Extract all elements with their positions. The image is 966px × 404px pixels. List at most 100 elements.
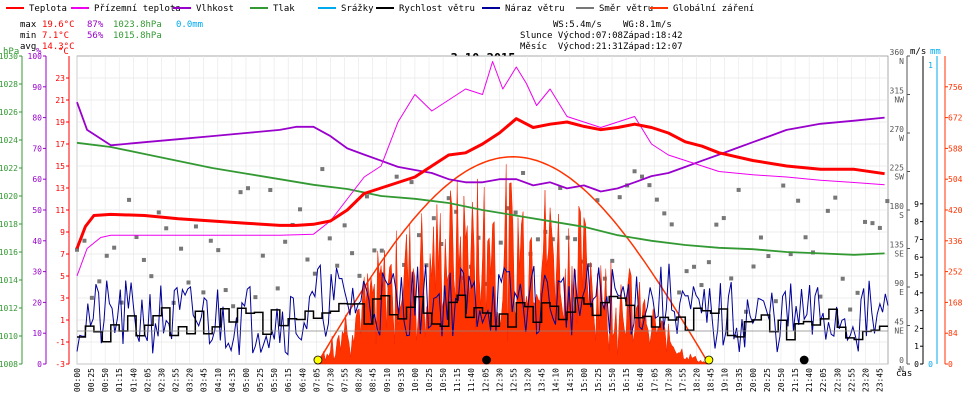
x-tick-label-24: 10:00: [411, 368, 420, 392]
tick-label-wm2-8: 672: [948, 114, 963, 123]
sun-moon-block: WS:5.4m/s WG:8.1m/s Slunce Východ:07:08 …: [520, 20, 683, 52]
x-tick-label-54: 22:30: [833, 368, 842, 392]
wind-direction-point: [245, 186, 250, 191]
wind-direction-point: [877, 225, 882, 230]
x-tick-label-20: 08:20: [355, 368, 364, 392]
axis-unit-mm: mm: [930, 47, 941, 57]
x-tick-label-30: 12:30: [495, 368, 504, 392]
tick-label-ms-7: 7: [914, 235, 919, 244]
wind-direction-point: [669, 222, 674, 227]
wind-direction-point: [141, 257, 146, 262]
tick-label-dirname-1: NE: [894, 327, 904, 336]
x-tick-label-23: 09:35: [397, 368, 406, 392]
wind-direction-point: [357, 273, 362, 278]
x-tick-label-14: 05:50: [270, 368, 279, 392]
tick-label-mm-0: 0: [928, 360, 933, 369]
wind-direction-point: [677, 290, 682, 295]
axis-unit-temp: °C: [58, 47, 69, 57]
x-tick-label-37: 15:25: [594, 368, 603, 392]
wind-direction-point: [431, 216, 436, 221]
wind-direction-point: [268, 188, 273, 193]
wind-direction-point: [602, 276, 607, 281]
ws-value: WS:5.4m/s: [553, 20, 602, 30]
x-tick-label-42: 17:30: [664, 368, 673, 392]
x-tick-label-6: 02:30: [157, 368, 166, 392]
x-tick-label-28: 11:40: [467, 368, 476, 392]
tick-label-dirname-8: N: [899, 57, 904, 66]
x-tick-label-16: 06:40: [298, 368, 307, 392]
wind-direction-point: [327, 236, 332, 241]
wind-direction-point: [439, 241, 444, 246]
tick-label-wm2-5: 420: [948, 206, 963, 215]
x-tick-label-12: 05:00: [242, 368, 251, 392]
wind-direction-point: [335, 263, 340, 268]
wind-direction-point: [216, 248, 221, 253]
wind-direction-point: [706, 260, 711, 265]
wind-direction-point: [639, 174, 644, 179]
x-tick-label-48: 20:00: [749, 368, 758, 392]
wind-direction-point: [803, 235, 808, 240]
wind-direction-point: [714, 222, 719, 227]
tick-label-hpa-4: 1016: [0, 248, 18, 257]
stats-min-press: 1015.8hPa: [113, 31, 162, 41]
tick-label-mm-1: 1: [928, 61, 933, 70]
tick-label-temp-8: 13: [55, 184, 65, 193]
stats-avg-label: avg: [20, 42, 36, 52]
wind-direction-point: [587, 263, 592, 268]
tick-label-wm2-1: 84: [948, 329, 958, 338]
stats-min-hum: 56%: [87, 31, 104, 41]
tick-label-hpa-10: 1028: [0, 80, 18, 89]
wind-direction-point: [513, 210, 518, 215]
tick-label-temp-6: 9: [60, 228, 65, 237]
axis-unit-pct: %: [36, 47, 42, 57]
wind-direction-point: [818, 294, 823, 299]
tick-label-wm2-6: 504: [948, 175, 963, 184]
tick-label-pct-2: 20: [32, 298, 42, 307]
x-tick-label-53: 22:05: [819, 368, 828, 392]
wind-direction-point: [870, 221, 875, 226]
humidity-line: [76, 101, 885, 193]
stats-min-label: min: [20, 31, 36, 41]
legend-label-4: Srážky: [341, 4, 374, 14]
tick-label-wm2-4: 336: [948, 237, 963, 246]
stats-max-hum: 87%: [87, 20, 104, 30]
wind-direction-point: [885, 199, 890, 204]
tick-label-hpa-11: 1030: [0, 52, 18, 61]
tick-label-hpa-8: 1024: [0, 136, 18, 145]
tick-label-ms-4: 4: [914, 289, 919, 298]
wind-direction-point: [863, 219, 868, 224]
tick-label-temp-3: 3: [60, 294, 65, 303]
stats-min-temp: 7.1°C: [42, 31, 69, 41]
x-tick-label-41: 17:05: [650, 368, 659, 392]
tick-label-wm2-3: 252: [948, 268, 963, 277]
wind-speed-line: [77, 294, 888, 343]
wind-direction-point: [796, 198, 801, 203]
stats-max-rain: 0.0mm: [176, 20, 203, 30]
wind-direction-point: [855, 290, 860, 295]
wind-direction-point: [825, 208, 830, 213]
tick-label-temp-10: 17: [55, 140, 65, 149]
wind-direction-point: [238, 190, 243, 195]
x-tick-label-2: 00:50: [101, 368, 110, 392]
wind-direction-point: [424, 263, 429, 268]
x-tick-label-40: 16:40: [636, 368, 645, 392]
wind-direction-point: [699, 283, 704, 288]
x-tick-label-8: 03:20: [186, 368, 195, 392]
tick-label-dir-5: 225: [890, 164, 905, 173]
wind-direction-point: [506, 206, 511, 211]
tick-label-temp-7: 11: [55, 206, 65, 215]
tick-label-dir-7: 315: [890, 87, 905, 96]
tick-label-dir-6: 270: [890, 125, 905, 134]
tick-label-dirname-3: SE: [894, 250, 904, 259]
wind-direction-point: [179, 246, 184, 251]
axis-unit-ms: m/s: [910, 47, 926, 57]
wind-direction-point: [454, 209, 459, 214]
wind-direction-point: [201, 290, 206, 295]
wind-direction-point: [75, 247, 79, 252]
tick-label-wm2-2: 168: [948, 298, 963, 307]
x-tick-label-38: 15:50: [608, 368, 617, 392]
wind-direction-point: [372, 248, 377, 253]
tick-label-pct-1: 10: [32, 329, 42, 338]
tick-label-dirname-6: W: [899, 134, 904, 143]
